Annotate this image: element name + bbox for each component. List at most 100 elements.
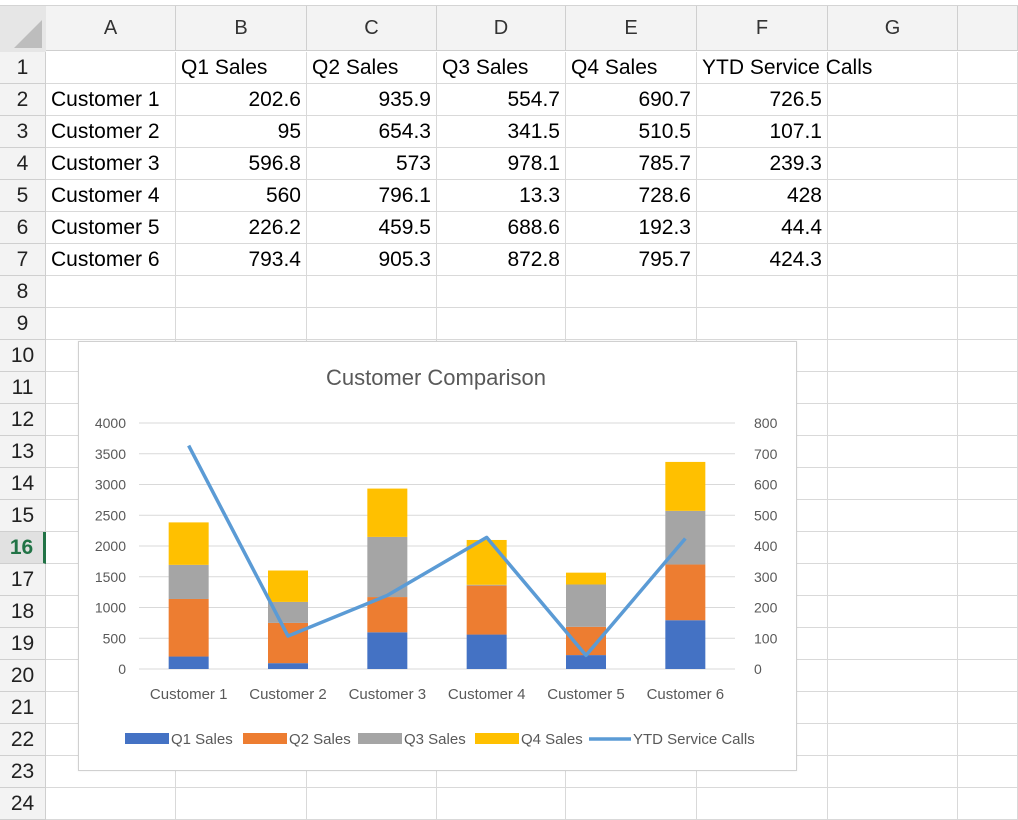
cell-g6[interactable] (828, 212, 958, 244)
cell-a4[interactable]: Customer 3 (46, 148, 176, 180)
cell-overflow[interactable] (958, 148, 1018, 180)
cell-g18[interactable] (828, 596, 958, 628)
row-header-18[interactable]: 18 (0, 596, 46, 628)
row-header-20[interactable]: 20 (0, 660, 46, 692)
row-header-10[interactable]: 10 (0, 340, 46, 372)
cell-g1[interactable] (828, 52, 958, 84)
cell-g21[interactable] (828, 692, 958, 724)
row-header-24[interactable]: 24 (0, 788, 46, 820)
cell-b24[interactable] (176, 788, 307, 820)
row-header-21[interactable]: 21 (0, 692, 46, 724)
column-header-next[interactable] (958, 6, 1018, 51)
row-header-3[interactable]: 3 (0, 116, 46, 148)
row-header-2[interactable]: 2 (0, 84, 46, 116)
cell-b4[interactable]: 596.8 (176, 148, 307, 180)
row-header-7[interactable]: 7 (0, 244, 46, 276)
cell-overflow[interactable] (958, 692, 1018, 724)
cell-overflow[interactable] (958, 276, 1018, 308)
row-header-16[interactable]: 16 (0, 532, 46, 564)
column-header-c[interactable]: C (307, 6, 437, 51)
cell-d4[interactable]: 978.1 (437, 148, 566, 180)
cell-g19[interactable] (828, 628, 958, 660)
column-header-a[interactable]: A (46, 6, 176, 51)
cell-overflow[interactable] (958, 372, 1018, 404)
cell-c3[interactable]: 654.3 (307, 116, 437, 148)
cell-b7[interactable]: 793.4 (176, 244, 307, 276)
cell-b6[interactable]: 226.2 (176, 212, 307, 244)
cell-c5[interactable]: 796.1 (307, 180, 437, 212)
cell-d8[interactable] (437, 276, 566, 308)
cell-overflow[interactable] (958, 564, 1018, 596)
cell-c1[interactable]: Q2 Sales (307, 52, 437, 84)
cell-f23[interactable] (697, 756, 828, 788)
cell-overflow[interactable] (958, 212, 1018, 244)
cell-e6[interactable]: 192.3 (566, 212, 697, 244)
row-header-15[interactable]: 15 (0, 500, 46, 532)
cell-b23[interactable] (176, 756, 307, 788)
cell-g2[interactable] (828, 84, 958, 116)
cell-overflow[interactable] (958, 596, 1018, 628)
cell-f7[interactable]: 424.3 (697, 244, 828, 276)
cell-g8[interactable] (828, 276, 958, 308)
cell-overflow[interactable] (958, 788, 1018, 820)
cell-g10[interactable] (828, 340, 958, 372)
cell-g16[interactable] (828, 532, 958, 564)
cell-a24[interactable] (46, 788, 176, 820)
row-header-13[interactable]: 13 (0, 436, 46, 468)
row-header-9[interactable]: 9 (0, 308, 46, 340)
cell-a8[interactable] (46, 276, 176, 308)
cell-f5[interactable]: 428 (697, 180, 828, 212)
cell-e9[interactable] (566, 308, 697, 340)
cell-e24[interactable] (566, 788, 697, 820)
cell-g22[interactable] (828, 724, 958, 756)
cell-e3[interactable]: 510.5 (566, 116, 697, 148)
cell-overflow[interactable] (958, 756, 1018, 788)
row-header-5[interactable]: 5 (0, 180, 46, 212)
row-header-17[interactable]: 17 (0, 564, 46, 596)
cell-overflow[interactable] (958, 660, 1018, 692)
column-header-f[interactable]: F (697, 6, 828, 51)
cell-g9[interactable] (828, 308, 958, 340)
column-header-d[interactable]: D (437, 6, 566, 51)
cell-c8[interactable] (307, 276, 437, 308)
cell-d9[interactable] (437, 308, 566, 340)
cell-a3[interactable]: Customer 2 (46, 116, 176, 148)
cell-f1[interactable]: YTD Service Calls (697, 52, 872, 84)
row-header-6[interactable]: 6 (0, 212, 46, 244)
cell-overflow[interactable] (958, 628, 1018, 660)
cell-g13[interactable] (828, 436, 958, 468)
cell-a5[interactable]: Customer 4 (46, 180, 176, 212)
cell-a6[interactable]: Customer 5 (46, 212, 176, 244)
cell-e4[interactable]: 785.7 (566, 148, 697, 180)
cell-g7[interactable] (828, 244, 958, 276)
cell-overflow[interactable] (958, 404, 1018, 436)
cell-g23[interactable] (828, 756, 958, 788)
row-header-14[interactable]: 14 (0, 468, 46, 500)
cell-d2[interactable]: 554.7 (437, 84, 566, 116)
row-header-4[interactable]: 4 (0, 148, 46, 180)
row-header-19[interactable]: 19 (0, 628, 46, 660)
cell-overflow[interactable] (958, 84, 1018, 116)
cell-overflow[interactable] (958, 52, 1018, 84)
cell-overflow[interactable] (958, 436, 1018, 468)
cell-overflow[interactable] (958, 116, 1018, 148)
cell-c9[interactable] (307, 308, 437, 340)
select-all-button[interactable] (0, 6, 46, 52)
cell-e7[interactable]: 795.7 (566, 244, 697, 276)
cell-d7[interactable]: 872.8 (437, 244, 566, 276)
cell-f3[interactable]: 107.1 (697, 116, 828, 148)
column-header-e[interactable]: E (566, 6, 697, 51)
cell-f8[interactable] (697, 276, 828, 308)
row-header-11[interactable]: 11 (0, 372, 46, 404)
cell-c23[interactable] (307, 756, 437, 788)
cell-e5[interactable]: 728.6 (566, 180, 697, 212)
cell-f24[interactable] (697, 788, 828, 820)
cell-f9[interactable] (697, 308, 828, 340)
cell-e1[interactable]: Q4 Sales (566, 52, 697, 84)
cell-c24[interactable] (307, 788, 437, 820)
cell-overflow[interactable] (958, 724, 1018, 756)
cell-overflow[interactable] (958, 500, 1018, 532)
cell-e8[interactable] (566, 276, 697, 308)
cell-b8[interactable] (176, 276, 307, 308)
cell-c7[interactable]: 905.3 (307, 244, 437, 276)
